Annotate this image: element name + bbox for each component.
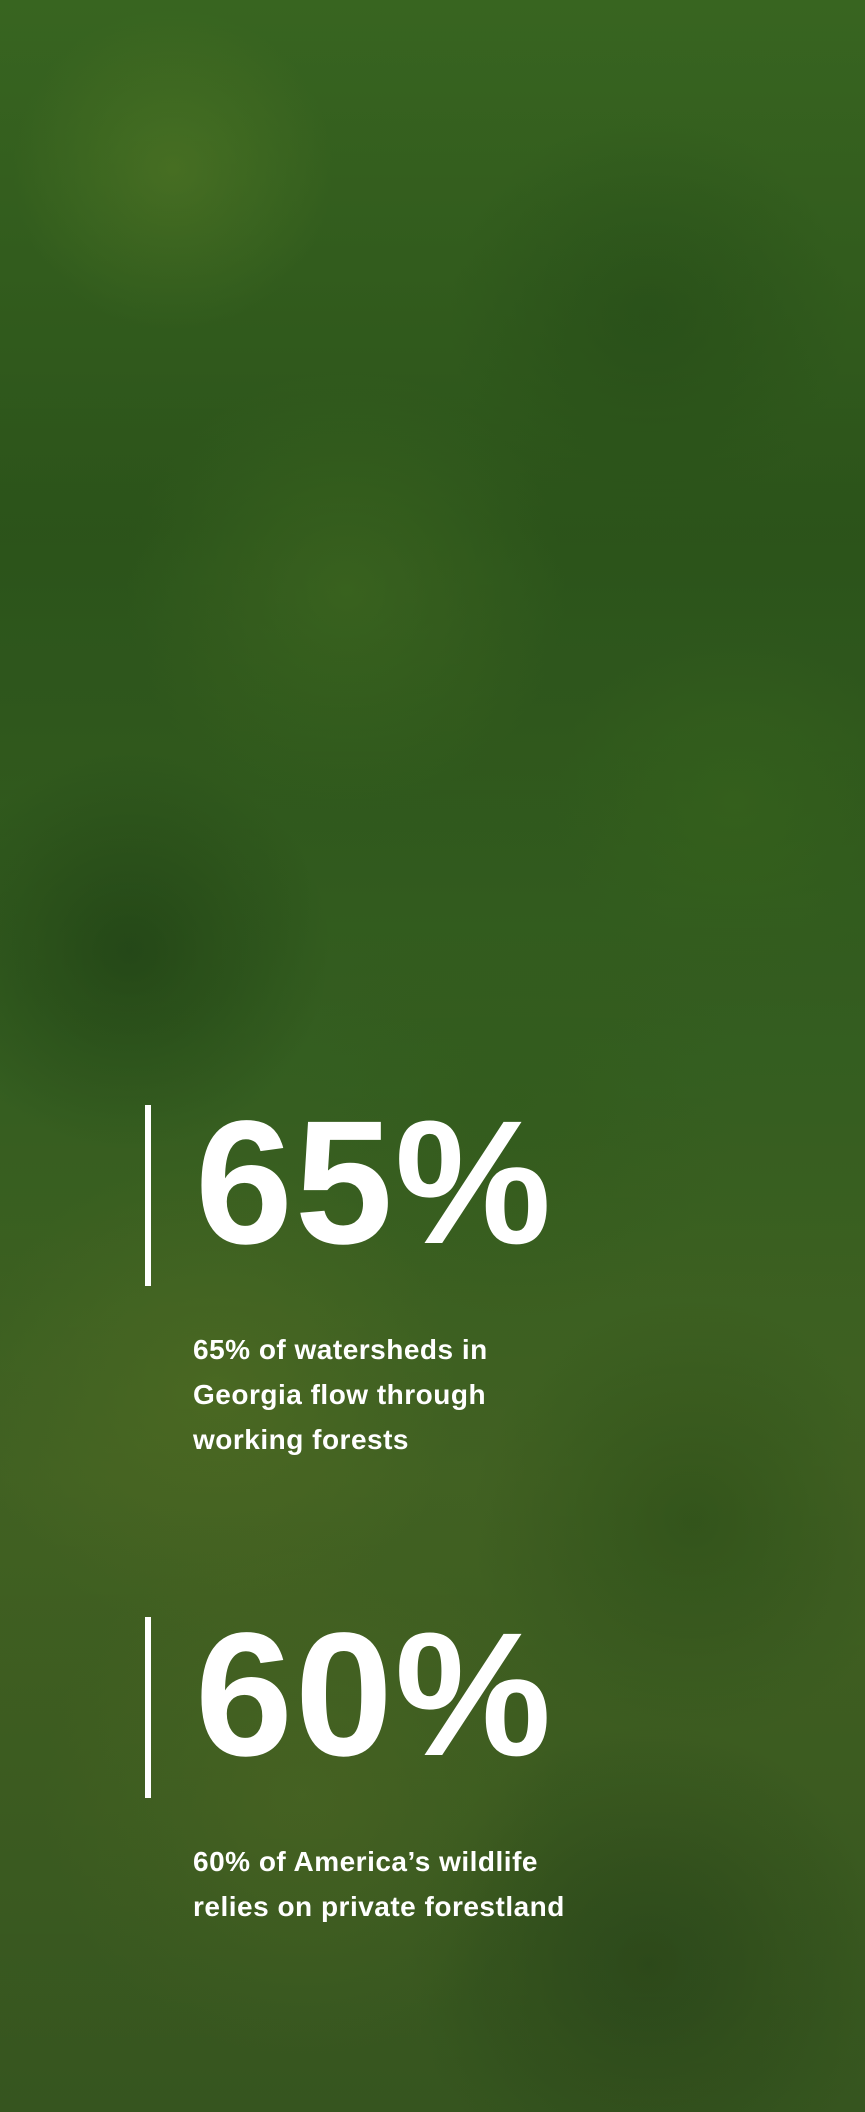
accent-bar (145, 1617, 151, 1798)
stat-description: 60% of America’s wildlife relies on priv… (193, 1846, 565, 1922)
stat-description: 65% of watersheds in Georgia flow throug… (193, 1334, 488, 1455)
accent-bar (145, 1105, 151, 1286)
stat-number: 65% (195, 1085, 554, 1281)
stat-number: 60% (195, 1597, 554, 1793)
